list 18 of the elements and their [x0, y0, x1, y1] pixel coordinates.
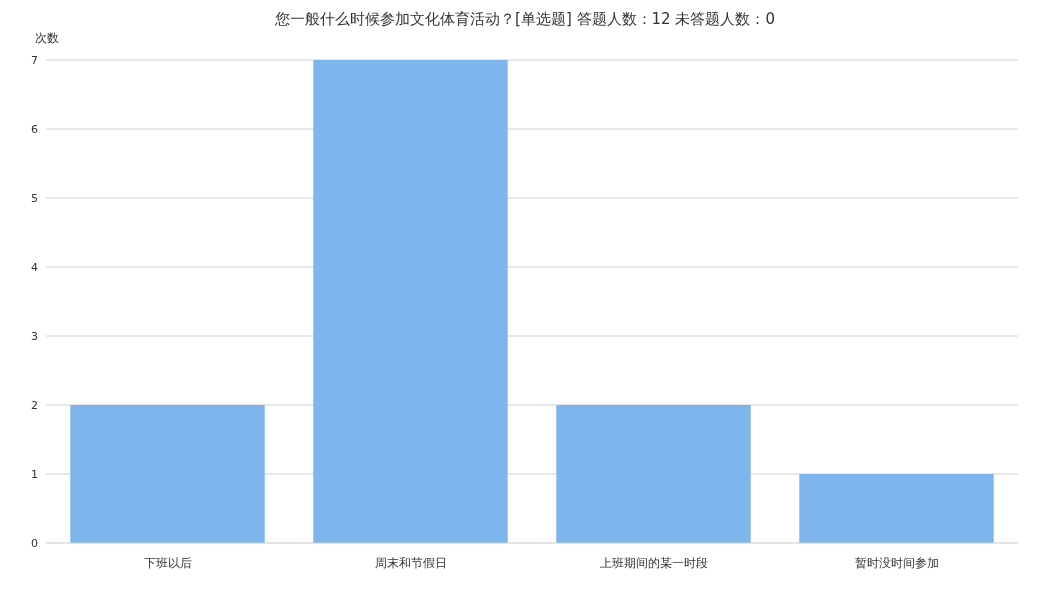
bar [70, 405, 265, 543]
y-tick-label: 7 [31, 54, 38, 67]
x-tick-label: 暂时没时间参加 [854, 556, 939, 570]
y-tick-label: 1 [31, 468, 38, 481]
y-tick-label: 5 [31, 192, 38, 205]
y-tick-label: 6 [31, 123, 38, 136]
x-tick-label: 上班期间的某一时段 [599, 556, 708, 570]
y-tick-label: 3 [31, 330, 38, 343]
y-tick-label: 0 [31, 537, 38, 550]
chart-title: 您一般什么时候参加文化体育活动？[单选题] 答题人数：12 未答题人数：0 [274, 10, 775, 28]
x-tick-label: 下班以后 [143, 556, 192, 570]
y-axis-title: 次数 [35, 31, 59, 45]
bar [313, 60, 508, 543]
bar [556, 405, 751, 543]
bar [799, 474, 994, 543]
y-tick-label: 2 [31, 399, 38, 412]
x-tick-label: 周末和节假日 [374, 556, 447, 570]
y-tick-label: 4 [31, 261, 38, 274]
